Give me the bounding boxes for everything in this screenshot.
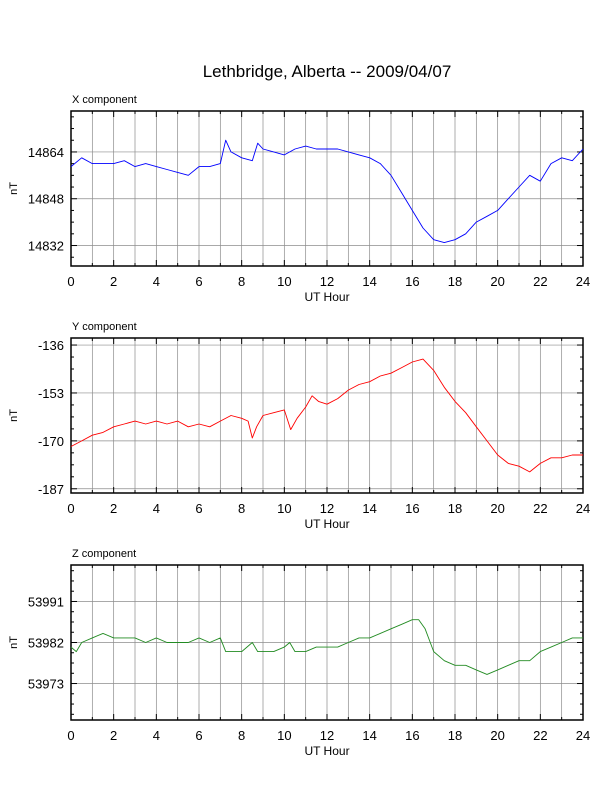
x-tick-label: 4	[153, 274, 160, 289]
x-tick-label: 6	[195, 274, 202, 289]
x-tick-label: 18	[448, 274, 462, 289]
panel-title: Y component	[72, 321, 137, 333]
x-tick-label: 22	[533, 501, 547, 516]
x-tick-label: 18	[448, 728, 462, 743]
y-axis-label: nT	[8, 636, 20, 649]
y-axis-label: nT	[8, 409, 20, 422]
x-tick-label: 10	[277, 501, 291, 516]
x-tick-label: 24	[576, 501, 590, 516]
y-tick-label: 53982	[28, 636, 64, 651]
y-tick-label: 53973	[28, 677, 64, 692]
x-tick-label: 24	[576, 728, 590, 743]
x-axis-label: UT Hour	[304, 517, 349, 531]
x-tick-label: 4	[153, 501, 160, 516]
y-tick-label: -187	[38, 482, 64, 497]
x-tick-label: 8	[238, 728, 245, 743]
data-series-line	[70, 358, 583, 473]
x-tick-label: 16	[405, 274, 419, 289]
x-tick-label: 6	[195, 501, 202, 516]
x-tick-label: 8	[238, 501, 245, 516]
x-axis-label: UT Hour	[304, 290, 349, 304]
y-axis-label: nT	[8, 182, 20, 195]
x-tick-label: 10	[277, 728, 291, 743]
x-tick-label: 2	[110, 274, 117, 289]
x-tick-label: 20	[490, 501, 504, 516]
y-tick-label: 14848	[28, 192, 64, 207]
x-tick-label: 14	[362, 501, 376, 516]
x-tick-label: 0	[67, 274, 74, 289]
figure-title: Lethbridge, Alberta -- 2009/04/07	[203, 62, 452, 81]
x-tick-label: 12	[320, 274, 334, 289]
panel-title: X component	[72, 94, 137, 106]
x-tick-label: 16	[405, 728, 419, 743]
x-tick-label: 18	[448, 501, 462, 516]
x-tick-label: 12	[320, 501, 334, 516]
y-tick-label: -153	[38, 386, 64, 401]
x-tick-label: 20	[490, 728, 504, 743]
x-tick-label: 22	[533, 728, 547, 743]
x-tick-label: 12	[320, 728, 334, 743]
x-tick-label: 16	[405, 501, 419, 516]
x-tick-label: 6	[195, 728, 202, 743]
data-series-line	[70, 139, 584, 244]
x-tick-label: 24	[576, 274, 590, 289]
x-tick-label: 22	[533, 274, 547, 289]
x-tick-label: 20	[490, 274, 504, 289]
x-tick-label: 4	[153, 728, 160, 743]
data-series-line	[70, 619, 583, 675]
y-tick-label: -170	[38, 434, 64, 449]
x-tick-label: 10	[277, 274, 291, 289]
x-tick-label: 2	[110, 501, 117, 516]
x-axis-label: UT Hour	[304, 744, 349, 758]
x-tick-label: 14	[362, 274, 376, 289]
x-tick-label: 0	[67, 728, 74, 743]
x-tick-label: 0	[67, 501, 74, 516]
y-tick-label: 14832	[28, 239, 64, 254]
panel-title: Z component	[72, 548, 136, 560]
y-tick-label: -136	[38, 338, 64, 353]
y-tick-label: 14864	[28, 145, 64, 160]
y-tick-label: 53991	[28, 594, 64, 609]
x-tick-label: 14	[362, 728, 376, 743]
x-tick-label: 8	[238, 274, 245, 289]
x-tick-label: 2	[110, 728, 117, 743]
